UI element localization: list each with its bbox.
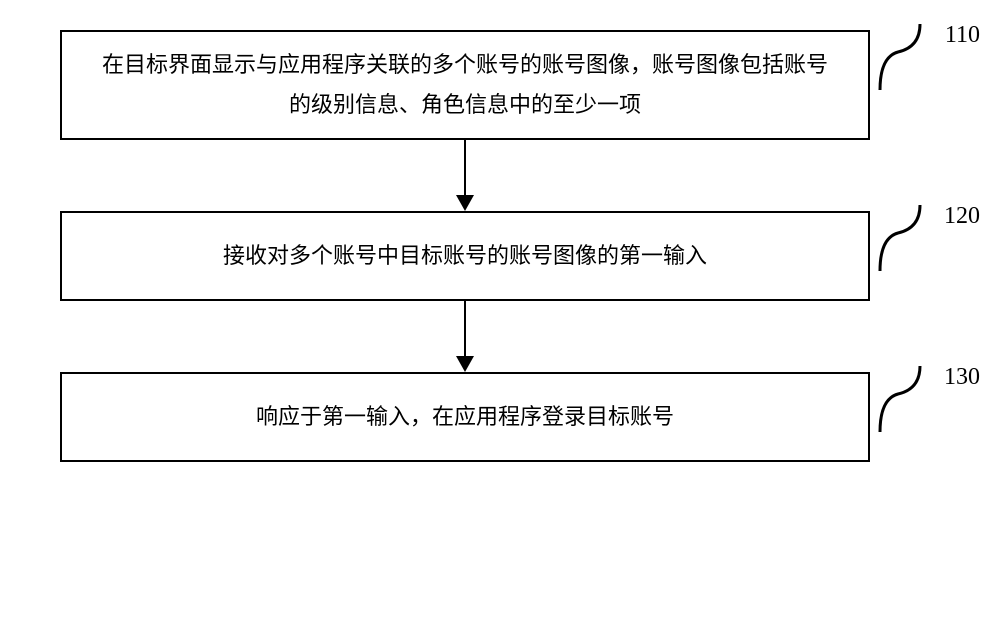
flowchart-step-2: 接收对多个账号中目标账号的账号图像的第一输入 120 xyxy=(60,211,870,301)
flowchart-arrow-2 xyxy=(60,301,870,372)
arrow-line xyxy=(464,301,466,356)
arrow-line xyxy=(464,140,466,195)
step-3-label: 130 xyxy=(944,364,980,391)
flowchart-step-1: 在目标界面显示与应用程序关联的多个账号的账号图像，账号图像包括账号的级别信息、角… xyxy=(60,30,870,140)
arrow-head-icon xyxy=(456,356,474,372)
connector-curve-3 xyxy=(878,364,938,434)
connector-curve-2 xyxy=(878,203,938,273)
step-2-label: 120 xyxy=(944,203,980,230)
arrow-head-icon xyxy=(456,195,474,211)
flowchart-diagram: 在目标界面显示与应用程序关联的多个账号的账号图像，账号图像包括账号的级别信息、角… xyxy=(60,30,940,462)
step-3-text: 响应于第一输入，在应用程序登录目标账号 xyxy=(256,397,674,437)
step-1-text: 在目标界面显示与应用程序关联的多个账号的账号图像，账号图像包括账号的级别信息、角… xyxy=(92,45,838,124)
step-2-text: 接收对多个账号中目标账号的账号图像的第一输入 xyxy=(223,236,707,276)
connector-curve-1 xyxy=(878,22,938,92)
flowchart-step-3: 响应于第一输入，在应用程序登录目标账号 130 xyxy=(60,372,870,462)
step-1-label: 110 xyxy=(945,22,980,49)
flowchart-arrow-1 xyxy=(60,140,870,211)
